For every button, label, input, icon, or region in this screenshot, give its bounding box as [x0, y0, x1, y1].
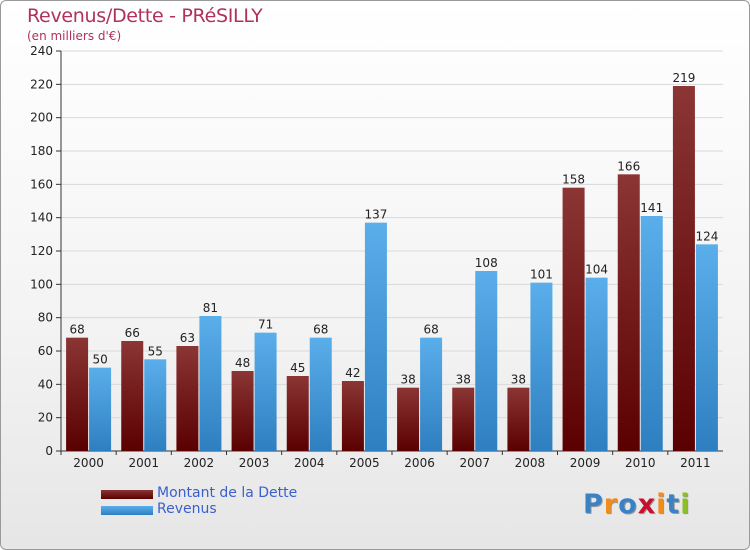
y-tick-label-140: 140 — [30, 211, 53, 225]
bar-dette-2002 — [176, 346, 199, 451]
x-tick-label-2000: 2000 — [73, 456, 104, 470]
data-label-revenus-2008: 101 — [530, 268, 553, 282]
data-label-revenus-2004: 68 — [313, 323, 328, 337]
x-tick-label-2003: 2003 — [239, 456, 270, 470]
bar-dette-2010 — [617, 174, 640, 452]
data-label-dette-2008: 38 — [511, 373, 526, 387]
bar-dette-2011 — [672, 86, 695, 451]
y-tick-label-0: 0 — [45, 444, 53, 458]
data-label-revenus-2000: 50 — [92, 353, 107, 367]
data-label-dette-2005: 42 — [345, 366, 360, 380]
data-label-dette-2004: 45 — [290, 361, 305, 375]
bar-dette-2006 — [397, 387, 420, 451]
legend-swatch-revenus — [101, 506, 153, 515]
data-label-revenus-2007: 108 — [475, 256, 498, 270]
bar-dette-2001 — [121, 341, 144, 451]
bar-revenus-2002 — [199, 316, 222, 451]
x-tick-label-2011: 2011 — [680, 456, 711, 470]
logo-letter-4: i — [656, 489, 667, 520]
logo-letter-6: i — [680, 489, 691, 520]
y-tick-label-220: 220 — [30, 77, 53, 91]
y-tick-label-80: 80 — [38, 311, 53, 325]
bar-revenus-2003 — [254, 332, 277, 451]
bar-revenus-2000 — [89, 367, 112, 451]
labels: 0 20 40 60 80 100 120 140 160 180 200 220 240 2000 68 5… — [30, 44, 718, 470]
legend-label-dette: Montant de la Dette — [157, 485, 298, 501]
y-tick-label-20: 20 — [38, 411, 53, 425]
bar-dette-2004 — [286, 376, 309, 451]
data-label-dette-2006: 38 — [400, 373, 415, 387]
chart-subtitle: (en milliers d'€) — [27, 29, 122, 43]
bar-dette-2009 — [562, 187, 585, 451]
x-tick-label-2005: 2005 — [349, 456, 380, 470]
y-tick-label-240: 240 — [30, 44, 53, 58]
x-tick-label-2008: 2008 — [515, 456, 546, 470]
data-label-dette-2011: 219 — [672, 71, 695, 85]
bars — [66, 86, 718, 452]
chart-title: Revenus/Dette - PRéSILLY — [27, 5, 263, 27]
bar-revenus-2008 — [530, 282, 553, 451]
bar-dette-2005 — [341, 381, 364, 451]
y-tick-label-160: 160 — [30, 177, 53, 191]
bar-revenus-2010 — [640, 216, 663, 451]
data-label-revenus-2001: 55 — [148, 344, 163, 358]
y-tick-label-60: 60 — [38, 344, 53, 358]
x-tick-label-2010: 2010 — [625, 456, 656, 470]
bar-revenus-2006 — [420, 337, 443, 451]
logo-letter-3: x — [637, 489, 657, 520]
logo-letter-5: t — [666, 489, 681, 520]
data-label-dette-2007: 38 — [456, 373, 471, 387]
bar-revenus-2011 — [695, 244, 718, 451]
data-label-dette-2002: 63 — [180, 331, 195, 345]
data-label-revenus-2005: 137 — [364, 208, 387, 222]
logo-letter-0: P — [583, 489, 604, 520]
data-label-revenus-2006: 68 — [423, 323, 438, 337]
data-label-dette-2009: 158 — [562, 173, 585, 187]
grid-lines — [61, 50, 723, 419]
bar-dette-2003 — [231, 371, 254, 451]
bar-revenus-2009 — [585, 277, 608, 451]
logo-letter-1: r — [603, 489, 619, 520]
data-label-dette-2001: 66 — [125, 326, 140, 340]
bar-revenus-2001 — [144, 359, 167, 451]
y-tick-label-40: 40 — [38, 377, 53, 391]
bar-dette-2008 — [507, 387, 530, 451]
bar-revenus-2007 — [475, 271, 498, 451]
data-label-dette-2010: 166 — [617, 159, 640, 173]
x-tick-label-2004: 2004 — [294, 456, 325, 470]
x-tick-label-2002: 2002 — [184, 456, 215, 470]
data-label-dette-2003: 48 — [235, 356, 250, 370]
x-tick-label-2001: 2001 — [128, 456, 159, 470]
bar-revenus-2005 — [364, 222, 387, 451]
x-tick-label-2007: 2007 — [459, 456, 490, 470]
legend-label-revenus: Revenus — [157, 501, 217, 517]
y-tick-label-180: 180 — [30, 144, 53, 158]
bar-dette-2000 — [66, 337, 89, 451]
axes — [56, 50, 723, 455]
legend-swatch-dette — [101, 490, 153, 499]
bar-dette-2007 — [452, 387, 475, 451]
data-label-revenus-2011: 124 — [695, 229, 718, 243]
data-label-revenus-2009: 104 — [585, 263, 608, 277]
data-label-revenus-2010: 141 — [640, 201, 663, 215]
proxiti-logo: Proxiti — [583, 489, 691, 520]
x-tick-label-2006: 2006 — [404, 456, 435, 470]
data-label-revenus-2003: 71 — [258, 318, 273, 332]
y-tick-label-120: 120 — [30, 244, 53, 258]
y-tick-label-100: 100 — [30, 277, 53, 291]
y-tick-label-200: 200 — [30, 111, 53, 125]
data-label-revenus-2002: 81 — [203, 301, 218, 315]
x-tick-label-2009: 2009 — [570, 456, 601, 470]
logo-letter-2: o — [618, 489, 638, 520]
bar-revenus-2004 — [309, 337, 332, 451]
data-label-dette-2000: 68 — [69, 323, 84, 337]
